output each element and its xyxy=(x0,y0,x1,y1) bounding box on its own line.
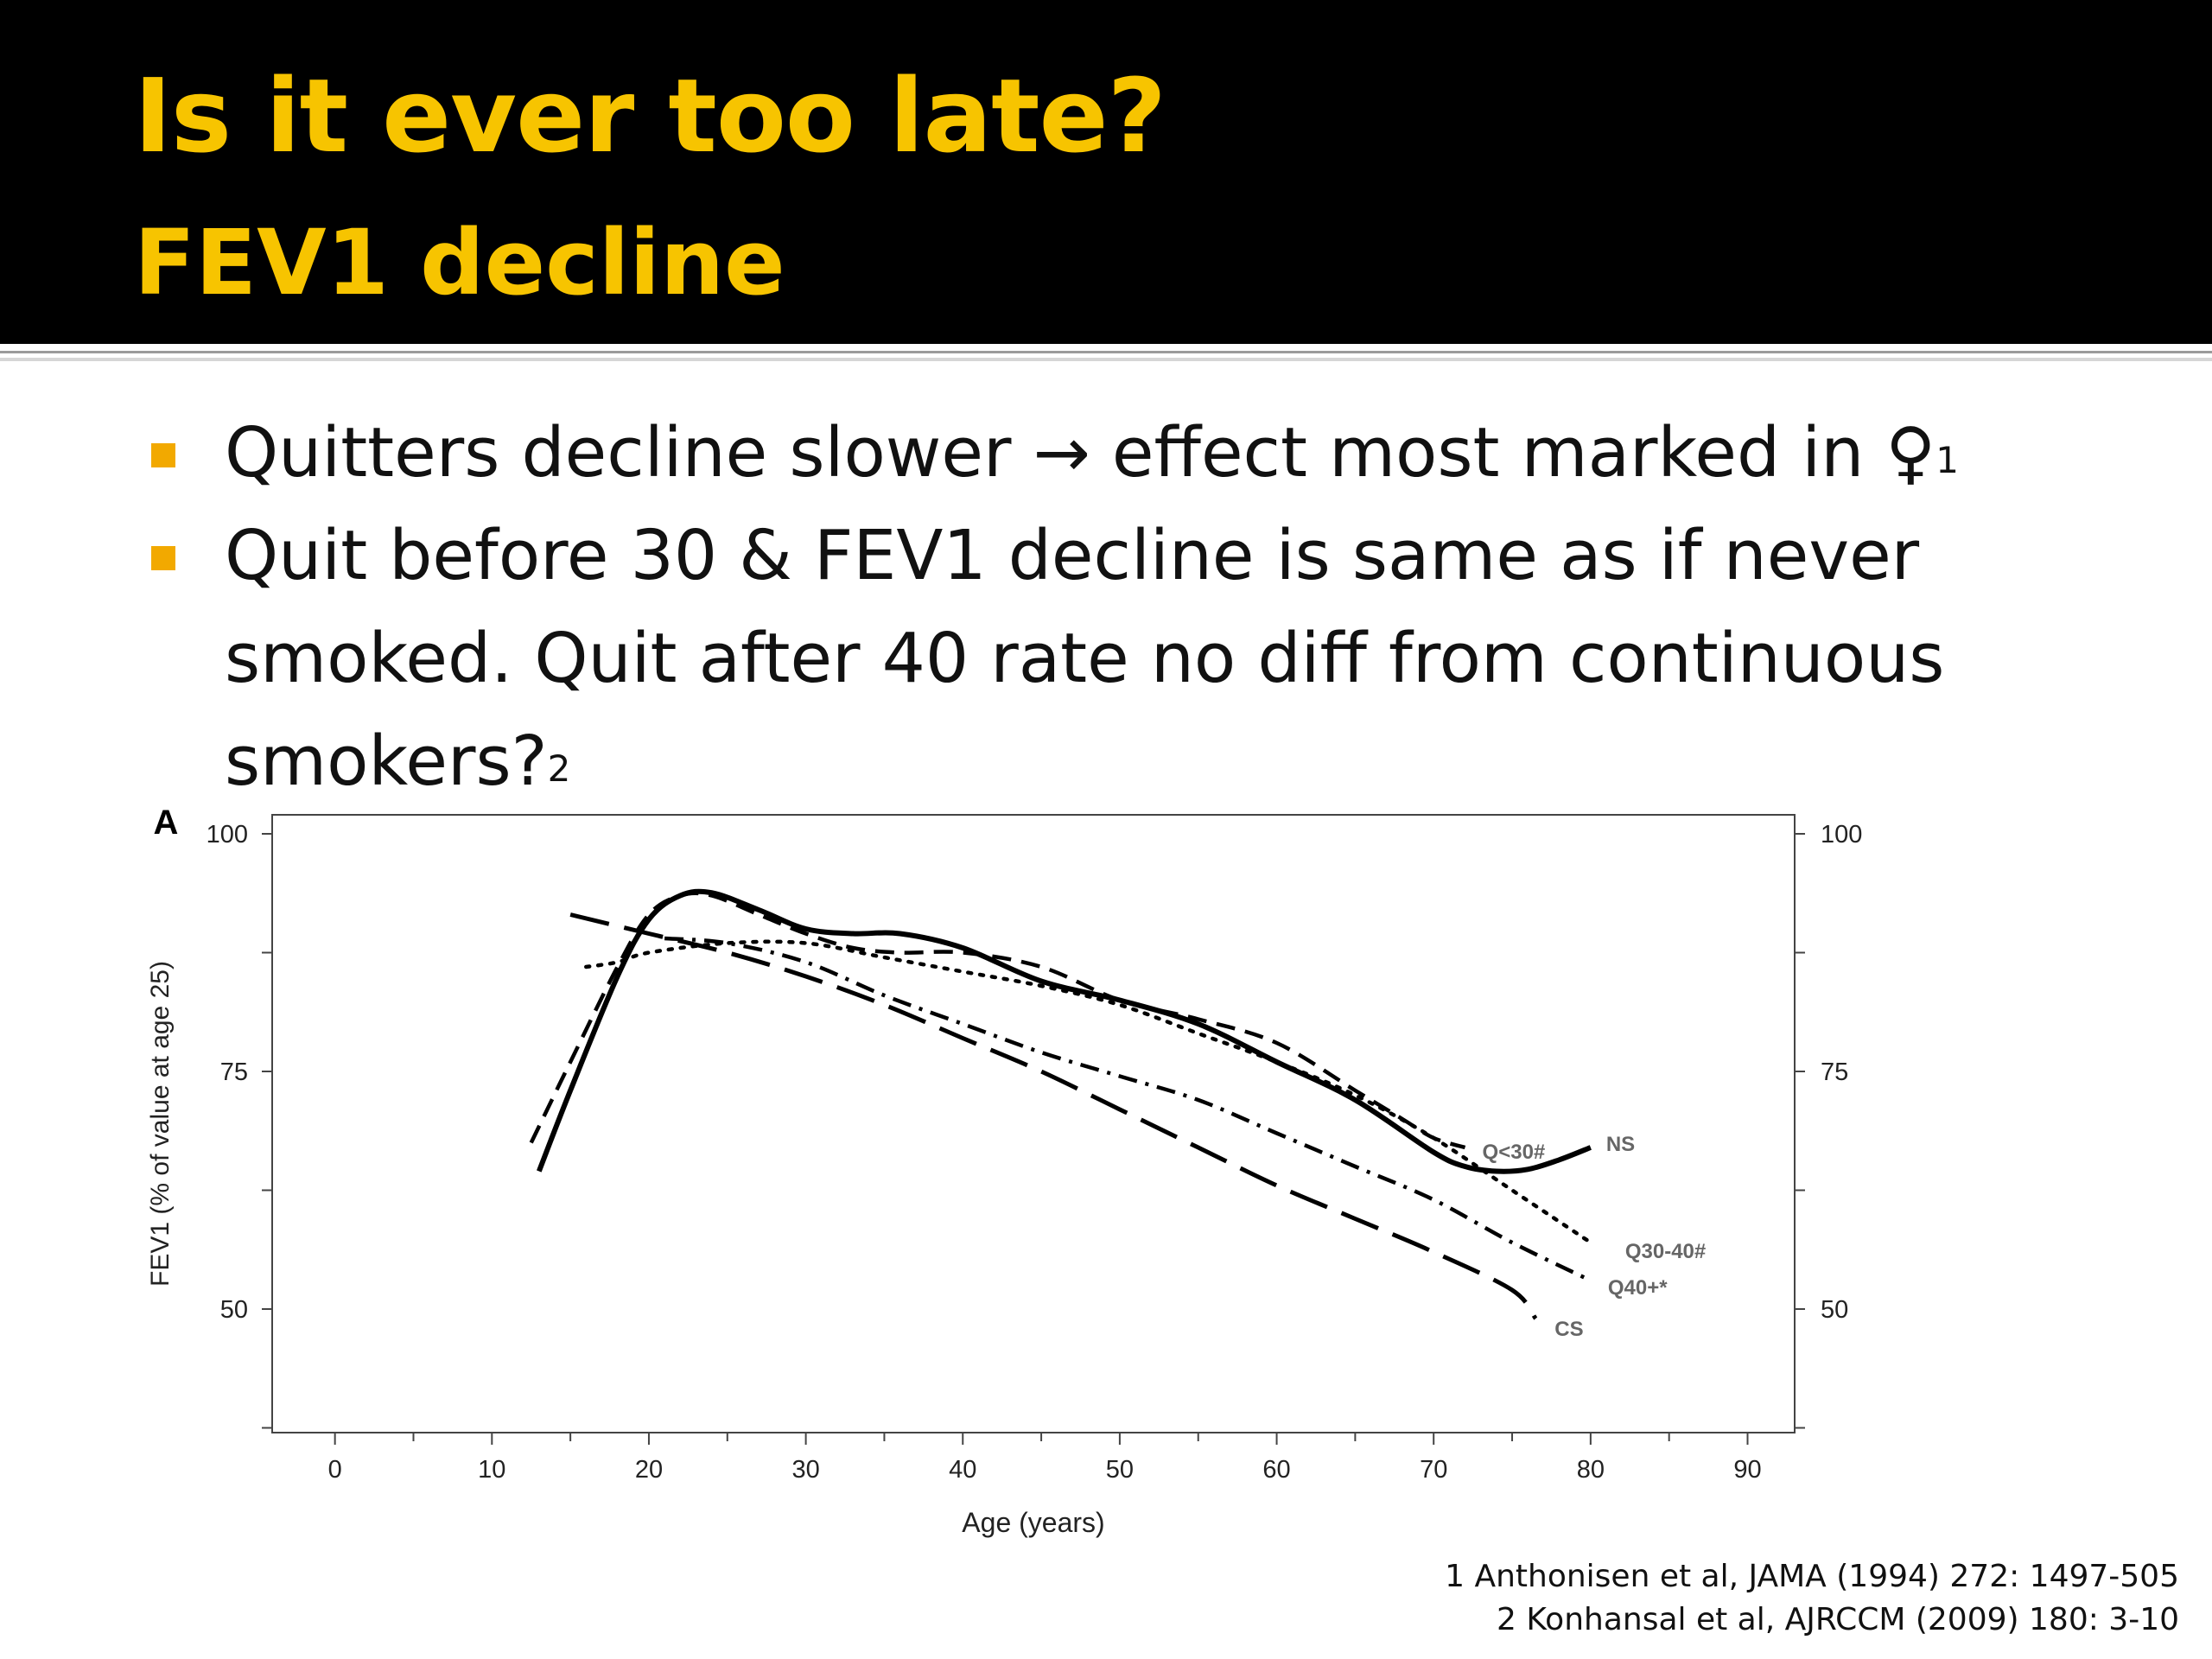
y-tick-label: 50 xyxy=(220,1296,248,1324)
x-tick-label: 40 xyxy=(949,1456,976,1484)
x-axis-label: Age (years) xyxy=(962,1507,1104,1538)
x-tick-label: 60 xyxy=(1262,1456,1290,1484)
bullet-square-icon xyxy=(151,443,175,467)
bullet-text: Quit before 30 & FEV1 decline is same as… xyxy=(225,516,1945,801)
plot-frame xyxy=(271,814,1796,1433)
title-bar: Is it ever too late? FEV1 decline xyxy=(0,0,2212,344)
reference-2: 2 Konhansal et al, AJRCCM (2009) 180: 3-… xyxy=(1497,1602,2179,1637)
y-tick-label-right: 100 xyxy=(1821,821,1862,849)
series-label: NS xyxy=(1606,1133,1635,1156)
slide-subtitle: FEV1 decline xyxy=(134,210,785,315)
series-label: Q40+* xyxy=(1608,1276,1668,1300)
y-axis-label: FEV1 (% of value at age 25) xyxy=(146,961,175,1287)
bullet-item-1: Quitters decline slower → effect most ma… xyxy=(151,402,2164,505)
x-tick-label: 0 xyxy=(328,1456,342,1484)
y-tick-label: 75 xyxy=(220,1058,248,1086)
series-line-q30 xyxy=(529,891,1466,1150)
y-tick-label-right: 50 xyxy=(1821,1296,1848,1324)
panel-label: A xyxy=(154,808,179,842)
y-tick-label-right: 75 xyxy=(1821,1058,1848,1086)
x-tick-label: 50 xyxy=(1106,1456,1134,1484)
reference-1: 1 Anthonisen et al, JAMA (1994) 272: 149… xyxy=(1445,1559,2179,1594)
bullet-list: Quitters decline slower → effect most ma… xyxy=(151,402,2164,813)
x-tick-label: 10 xyxy=(478,1456,505,1484)
series-label: Q<30# xyxy=(1483,1141,1546,1164)
slide-title: Is it ever too late? xyxy=(134,56,1166,175)
x-tick-label: 90 xyxy=(1733,1456,1761,1484)
bullet-item-2: Quit before 30 & FEV1 decline is same as… xyxy=(151,505,2164,813)
series-line-cs xyxy=(569,912,1538,1320)
header-divider-light xyxy=(0,358,2212,361)
header-divider xyxy=(0,351,2212,353)
x-tick-label: 80 xyxy=(1577,1456,1605,1484)
footnote-ref: 1 xyxy=(1936,439,1959,481)
series-line-ns xyxy=(537,888,1592,1174)
series-line-q40 xyxy=(664,936,1592,1283)
bullet-square-icon xyxy=(151,546,175,570)
bullet-text: Quitters decline slower → effect most ma… xyxy=(225,413,1936,493)
fev1-chart: A 0 10 20 30 40 50 60 70 80 90 Age (years) 50 50 75 75 1… xyxy=(130,808,1901,1551)
references: 1 Anthonisen et al, JAMA (1994) 272: 149… xyxy=(1445,1555,2179,1642)
y-tick-label: 100 xyxy=(207,821,248,849)
footnote-ref: 2 xyxy=(547,747,571,790)
series-label: CS xyxy=(1554,1318,1583,1341)
x-tick-label: 30 xyxy=(791,1456,819,1484)
x-tick-label: 70 xyxy=(1420,1456,1447,1484)
series-label: Q30-40# xyxy=(1625,1240,1706,1263)
x-tick-label: 20 xyxy=(635,1456,663,1484)
